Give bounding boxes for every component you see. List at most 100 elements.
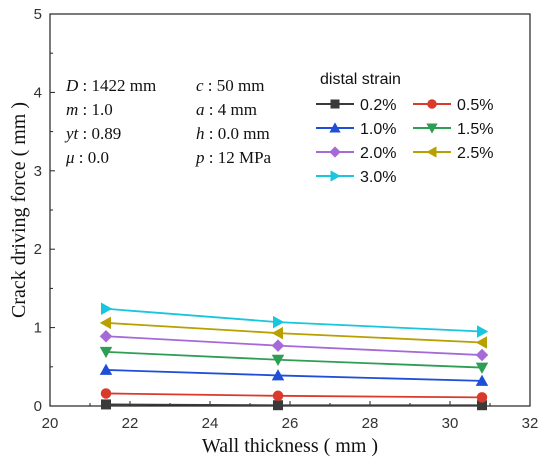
legend-item: 2.5% xyxy=(413,145,493,162)
annotation-line: m : 1.0 xyxy=(66,100,113,119)
annotation-line: p : 12 MPa xyxy=(195,148,272,167)
y-tick-label: 1 xyxy=(34,320,42,337)
annotation-symbol: p xyxy=(195,148,205,167)
legend-item: 1.0% xyxy=(316,121,396,138)
y-tick-label: 3 xyxy=(34,163,42,180)
legend-title: distal strain xyxy=(320,71,401,88)
x-tick-label: 22 xyxy=(122,415,139,432)
data-point xyxy=(477,400,487,411)
y-axis-title: Crack driving force ( mm ) xyxy=(8,102,30,318)
annotation-symbol: D xyxy=(65,76,79,95)
data-point xyxy=(271,354,285,366)
x-axis: 20 22 24 26 28 30 32 xyxy=(42,401,539,432)
x-tick-label: 20 xyxy=(42,415,59,432)
annotation-symbol: a xyxy=(196,100,205,119)
series-2.5% xyxy=(99,316,487,349)
legend-label: 1.5% xyxy=(457,121,493,138)
data-point xyxy=(99,316,111,330)
series-line xyxy=(105,392,483,399)
annotation-line: yt : 0.89 xyxy=(64,124,121,143)
data-point xyxy=(272,390,284,402)
annotation-column-right: c : 50 mm a : 4 mm h : 0.0 mm p : 12 MPa xyxy=(195,76,272,167)
series-1.5% xyxy=(99,346,489,374)
annotation-line: D : 1422 mm xyxy=(65,76,156,95)
data-point xyxy=(101,302,113,316)
y-tick-label: 5 xyxy=(34,6,42,23)
legend-marker xyxy=(329,122,341,133)
legend-marker xyxy=(330,170,341,182)
series-2.0% xyxy=(99,329,489,362)
annotation-value: : 1422 mm xyxy=(78,76,156,95)
annotation-line: h : 0.0 mm xyxy=(196,124,270,143)
y-tick-label: 2 xyxy=(34,241,42,258)
series-line xyxy=(105,307,483,333)
series-0.2% xyxy=(101,399,487,411)
plot-area xyxy=(49,13,531,407)
legend-item: 0.5% xyxy=(413,97,493,114)
data-point xyxy=(99,329,113,343)
x-tick-label: 28 xyxy=(362,415,379,432)
data-point xyxy=(475,362,489,374)
annotation-value: : 12 MPa xyxy=(205,148,272,167)
y-axis: 0 1 2 3 4 5 xyxy=(34,6,55,415)
legend-item: 2.0% xyxy=(316,145,396,162)
series-line xyxy=(105,403,482,407)
data-point xyxy=(477,325,489,338)
legend-label: 0.5% xyxy=(457,97,493,114)
annotation-line: μ : 0.0 xyxy=(65,148,109,167)
annotation-column-left: D : 1422 mmm : 1.0yt : 0.89μ : 0.0 xyxy=(64,76,156,167)
legend-marker xyxy=(426,123,438,134)
y-tick-label: 0 xyxy=(34,398,42,415)
data-point xyxy=(475,374,489,386)
series-line xyxy=(105,369,483,382)
legend-marker xyxy=(330,99,340,109)
legend-item: 3.0% xyxy=(316,169,396,186)
x-tick-label: 24 xyxy=(202,415,219,432)
data-point xyxy=(273,400,283,411)
legend-item: 0.2% xyxy=(316,97,396,114)
legend-label: 1.0% xyxy=(360,121,396,138)
annotation-value: : 1.0 xyxy=(78,100,112,119)
x-tick-label: 32 xyxy=(522,415,539,432)
legend: distal strain 0.2% 0.5% 1.0% 1.5% 2.0% 2.5% 3.0… xyxy=(316,71,493,186)
data-point xyxy=(273,315,285,329)
series-0.5% xyxy=(100,388,488,403)
data-point xyxy=(101,399,111,410)
data-point xyxy=(99,346,113,359)
data-point xyxy=(475,348,489,362)
legend-label: 3.0% xyxy=(360,169,396,186)
x-tick-label: 30 xyxy=(442,415,459,432)
legend-label: 2.5% xyxy=(457,145,493,162)
data-point xyxy=(271,339,285,352)
series-3.0% xyxy=(101,302,489,338)
annotation-symbol: μ xyxy=(65,148,75,167)
annotation-line: c : 50 mm xyxy=(196,76,264,95)
legend-marker xyxy=(329,146,341,158)
annotation-value: : 4 mm xyxy=(205,100,257,119)
plot-border xyxy=(49,13,531,407)
data-point xyxy=(100,388,112,399)
annotation-symbol: h xyxy=(196,124,205,143)
y-tick-label: 4 xyxy=(34,84,42,101)
parameter-annotations: D : 1422 mmm : 1.0yt : 0.89μ : 0.0c : 50… xyxy=(64,76,272,167)
legend-label: 2.0% xyxy=(360,145,396,162)
annotation-value: : 50 mm xyxy=(204,76,265,95)
data-point xyxy=(475,336,487,349)
series-1.0% xyxy=(99,363,489,386)
x-tick-label: 26 xyxy=(282,415,299,432)
annotation-line: a : 4 mm xyxy=(196,100,257,119)
series-layer xyxy=(99,302,489,411)
annotation-value: : 0.89 xyxy=(78,124,121,143)
legend-marker xyxy=(426,146,437,158)
annotation-symbol: m xyxy=(66,100,78,119)
legend-label: 0.2% xyxy=(360,97,396,114)
annotation-symbol: c xyxy=(196,76,204,95)
data-point xyxy=(271,326,283,340)
data-point xyxy=(99,363,113,375)
legend-marker xyxy=(427,99,437,109)
legend-item: 1.5% xyxy=(413,121,493,138)
data-point xyxy=(476,392,488,403)
series-line xyxy=(105,351,483,369)
annotation-symbol: yt xyxy=(64,124,80,143)
